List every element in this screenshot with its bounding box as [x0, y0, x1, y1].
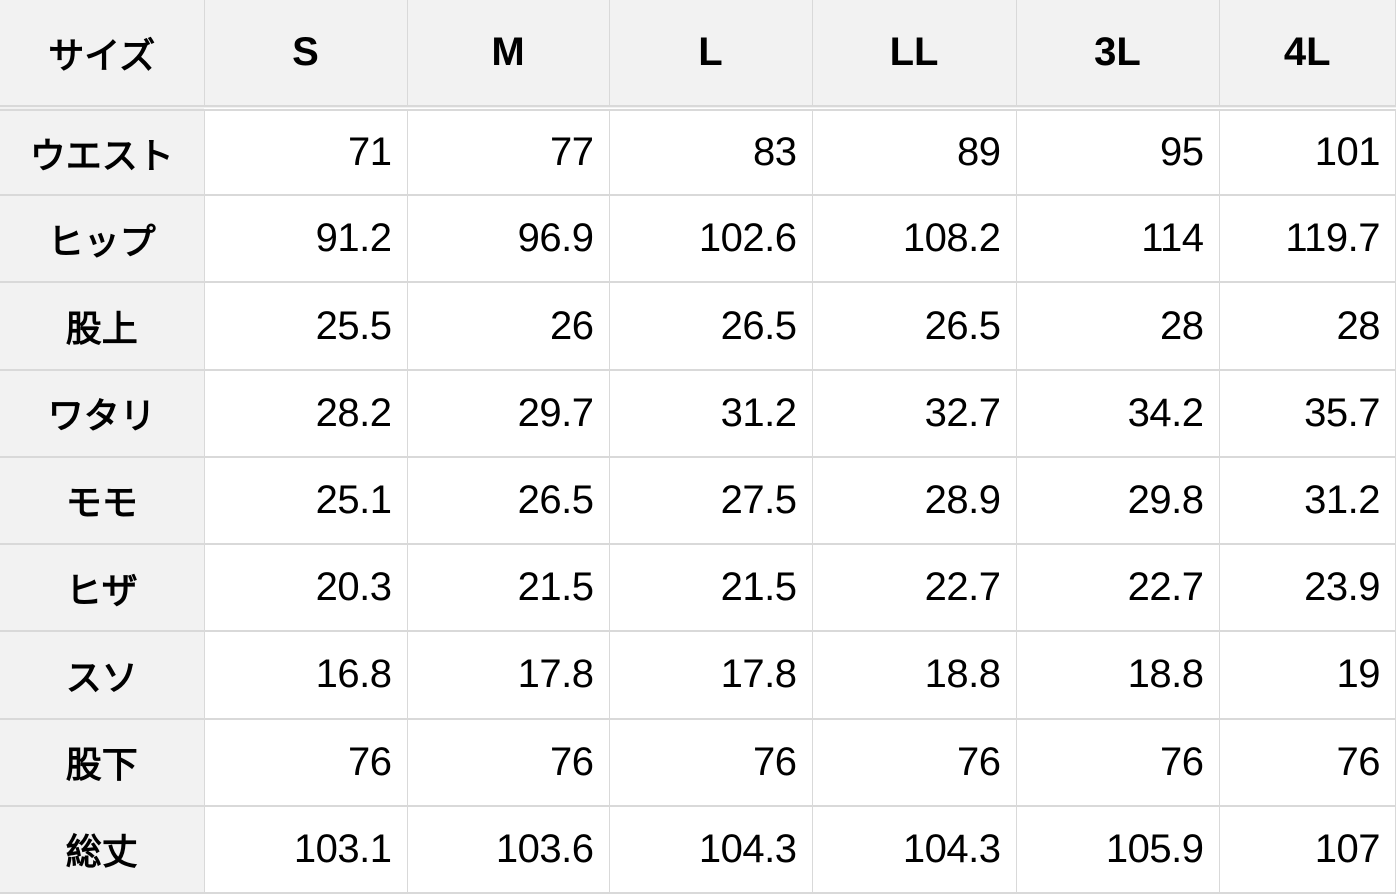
value-cell: 31.2 — [608, 368, 813, 458]
value-cell: 28 — [1015, 281, 1220, 371]
row-label-thigh-width: ワタリ — [0, 368, 205, 458]
col-header-l: L — [608, 0, 813, 111]
value-cell: 17.8 — [406, 630, 610, 720]
table-row-thigh: モモ 25.1 26.5 27.5 28.9 29.8 31.2 — [0, 455, 1396, 546]
value-cell: 119.7 — [1218, 194, 1396, 284]
value-cell: 19 — [1218, 630, 1396, 720]
header-row: サイズ S M L LL 3L 4L — [0, 0, 1396, 111]
value-cell: 28 — [1218, 281, 1396, 371]
row-label-waist: ウエスト — [0, 106, 205, 197]
value-cell: 104.3 — [811, 804, 1017, 894]
col-header-s: S — [203, 0, 408, 111]
value-cell: 101 — [1218, 106, 1396, 197]
value-cell: 107 — [1218, 804, 1396, 894]
value-cell: 104.3 — [608, 804, 813, 894]
value-cell: 31.2 — [1218, 455, 1396, 546]
value-cell: 28.2 — [203, 368, 408, 458]
value-cell: 76 — [811, 717, 1017, 807]
row-label-thigh: モモ — [0, 455, 205, 546]
value-cell: 32.7 — [811, 368, 1017, 458]
value-cell: 25.5 — [203, 281, 408, 371]
row-label-rise: 股上 — [0, 281, 205, 371]
value-cell: 103.6 — [406, 804, 610, 894]
value-cell: 26 — [406, 281, 610, 371]
value-cell: 108.2 — [811, 194, 1017, 284]
table-row-thigh-width: ワタリ 28.2 29.7 31.2 32.7 34.2 35.7 — [0, 368, 1396, 458]
table-row-hip: ヒップ 91.2 96.9 102.6 108.2 114 119.7 — [0, 194, 1396, 284]
col-header-3l: 3L — [1015, 0, 1220, 111]
value-cell: 91.2 — [203, 194, 408, 284]
value-cell: 35.7 — [1218, 368, 1396, 458]
col-header-4l: 4L — [1218, 0, 1396, 111]
value-cell: 27.5 — [608, 455, 813, 546]
value-cell: 26.5 — [811, 281, 1017, 371]
value-cell: 22.7 — [1015, 543, 1220, 633]
value-cell: 26.5 — [406, 455, 610, 546]
table-row-hem: スソ 16.8 17.8 17.8 18.8 18.8 19 — [0, 630, 1396, 720]
value-cell: 105.9 — [1015, 804, 1220, 894]
value-cell: 28.9 — [811, 455, 1017, 546]
row-label-knee: ヒザ — [0, 543, 205, 633]
row-label-total-length: 総丈 — [0, 804, 205, 894]
corner-header-size: サイズ — [0, 0, 205, 111]
value-cell: 71 — [203, 106, 408, 197]
value-cell: 29.8 — [1015, 455, 1220, 546]
value-cell: 25.1 — [203, 455, 408, 546]
value-cell: 18.8 — [1015, 630, 1220, 720]
value-cell: 76 — [1218, 717, 1396, 807]
table-row-total-length: 総丈 103.1 103.6 104.3 104.3 105.9 107 — [0, 804, 1396, 894]
table-row-inseam: 股下 76 76 76 76 76 76 — [0, 717, 1396, 807]
col-header-m: M — [406, 0, 610, 111]
value-cell: 29.7 — [406, 368, 610, 458]
value-cell: 95 — [1015, 106, 1220, 197]
value-cell: 76 — [406, 717, 610, 807]
table-row-knee: ヒザ 20.3 21.5 21.5 22.7 22.7 23.9 — [0, 543, 1396, 633]
value-cell: 76 — [1015, 717, 1220, 807]
value-cell: 16.8 — [203, 630, 408, 720]
value-cell: 17.8 — [608, 630, 813, 720]
table-row-rise: 股上 25.5 26 26.5 26.5 28 28 — [0, 281, 1396, 371]
row-label-hem: スソ — [0, 630, 205, 720]
value-cell: 76 — [608, 717, 813, 807]
value-cell: 21.5 — [608, 543, 813, 633]
value-cell: 103.1 — [203, 804, 408, 894]
value-cell: 83 — [608, 106, 813, 197]
value-cell: 89 — [811, 106, 1017, 197]
value-cell: 96.9 — [406, 194, 610, 284]
value-cell: 21.5 — [406, 543, 610, 633]
row-label-inseam: 股下 — [0, 717, 205, 807]
value-cell: 114 — [1015, 194, 1220, 284]
value-cell: 26.5 — [608, 281, 813, 371]
value-cell: 77 — [406, 106, 610, 197]
value-cell: 20.3 — [203, 543, 408, 633]
value-cell: 76 — [203, 717, 408, 807]
value-cell: 102.6 — [608, 194, 813, 284]
col-header-ll: LL — [811, 0, 1017, 111]
value-cell: 34.2 — [1015, 368, 1220, 458]
table-row-waist: ウエスト 71 77 83 89 95 101 — [0, 106, 1396, 197]
row-label-hip: ヒップ — [0, 194, 205, 284]
value-cell: 23.9 — [1218, 543, 1396, 633]
value-cell: 22.7 — [811, 543, 1017, 633]
value-cell: 18.8 — [811, 630, 1017, 720]
